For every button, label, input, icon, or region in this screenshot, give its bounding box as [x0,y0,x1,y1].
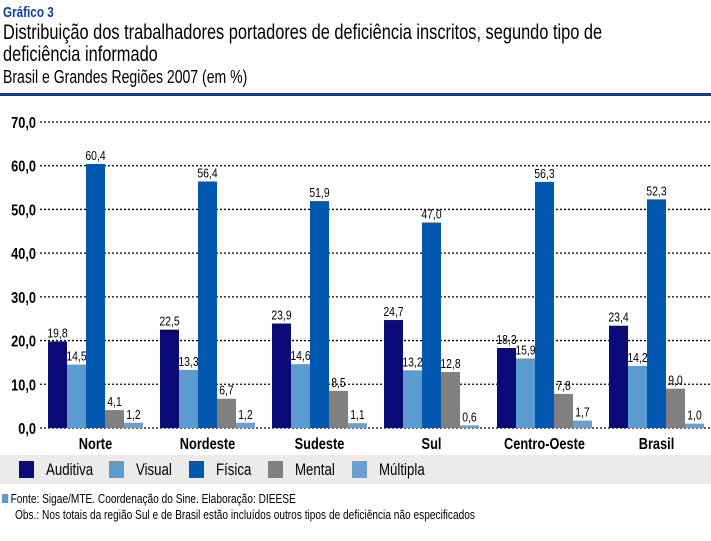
bar-visual [67,364,86,428]
legend: Auditiva Visual Física Mental Múltipla [0,455,711,484]
y-tick-label: 50,0 [11,202,36,220]
bar-chart: 0,0 10,0 20,0 30,0 40,0 50,0 60,0 70,0 19,8 14,5 6… [11,115,711,450]
data-label: 6,7 [219,384,233,398]
bar-auditiva [160,329,179,428]
data-label: 52,3 [646,184,667,198]
data-label: 60,4 [85,149,106,163]
legend-label: Múltipla [379,460,425,479]
data-label: 12,8 [440,357,461,371]
data-label: 56,4 [197,166,218,180]
y-tick-label: 60,0 [11,158,36,176]
bar-mental [105,410,124,428]
bar-auditiva [48,341,67,428]
x-tick-label: Norte [79,436,112,450]
x-tick-label: Nordeste [180,436,235,450]
bar-física [310,201,329,428]
data-label: 23,4 [608,311,629,325]
source-text: Fonte: Sigae/MTE. Coordenação do Sine. E… [10,491,296,506]
title-line-1: Distribuição dos trabalhadores portadore… [3,21,603,44]
data-label: 13,2 [402,355,422,369]
bar-múltipla [685,423,704,428]
chart-number-label: Gráfico 3 [3,4,54,21]
data-label: 14,2 [627,351,647,365]
bar-auditiva [384,320,403,428]
data-label: 13,3 [178,355,199,369]
bar-visual [291,364,310,428]
data-label: 14,5 [66,350,87,364]
data-label: 23,9 [271,308,291,322]
data-label: 1,7 [575,406,589,420]
y-tick-label: 70,0 [11,115,36,133]
bar-múltipla [348,423,367,428]
bar-mental [441,372,460,428]
bar-mental [554,393,573,428]
x-tick-label: Centro-Oeste [504,436,585,450]
legend-label: Física [216,460,252,479]
bar-mental [217,398,236,428]
bar-física [86,163,105,429]
x-tick-label: Sul [422,436,442,450]
bar-física [422,222,441,428]
data-label: 56,3 [534,167,555,181]
observation-note: Obs.: Nos totais da região Sul e de Bras… [15,507,475,522]
bar-auditiva [609,325,628,428]
bar-física [535,181,554,428]
data-label: 8,5 [331,376,346,390]
legend-label: Visual [136,460,172,479]
bar-visual [516,358,535,428]
data-label: 14,6 [290,349,311,363]
x-tick-label: Brasil [639,436,675,450]
title-line-2: deficiência informado [3,43,158,66]
y-tick-label: 30,0 [11,290,36,308]
y-tick-label: 40,0 [11,246,36,264]
x-tick-label: Sudeste [295,436,345,450]
data-label: 0,6 [462,410,477,424]
legend-label: Auditiva [46,460,94,479]
bar-auditiva [272,323,291,428]
legend-swatch [268,461,283,478]
data-label: 1,0 [687,409,702,423]
y-tick-label: 20,0 [11,333,36,351]
bar-mental [329,390,348,428]
bar-múltipla [236,422,255,428]
data-label: 9,0 [668,374,683,388]
data-label: 4,1 [107,395,121,409]
data-label: 22,5 [159,315,180,329]
y-tick-label: 10,0 [11,377,36,395]
bar-visual [628,365,647,428]
bar-física [198,181,217,428]
header-divider [0,93,711,96]
bar-visual [403,370,422,428]
bar-auditiva [497,348,516,428]
y-tick-label: 0,0 [18,421,36,439]
bar-múltipla [573,420,592,428]
source-note: Fonte: Sigae/MTE. Coordenação do Sine. E… [2,491,296,506]
data-label: 47,0 [421,207,442,221]
bar-mental [666,388,685,428]
legend-swatch [19,461,34,478]
bar-visual [179,369,198,428]
legend-label: Mental [295,460,335,479]
data-label: 15,9 [515,343,535,357]
legend-swatch [109,461,124,478]
data-label: 18,3 [496,333,517,347]
data-label: 1,1 [350,408,364,422]
data-label: 24,7 [383,305,403,319]
data-label: 7,8 [556,379,571,393]
chart-subtitle: Brasil e Grandes Regiões 2007 (em %) [3,67,248,87]
bar-múltipla [460,425,479,428]
bar-física [647,199,666,428]
data-label: 19,8 [47,326,68,340]
legend-swatch [352,461,367,478]
legend-swatch [189,461,204,478]
source-bullet-icon [2,494,9,503]
data-label: 51,9 [309,186,329,200]
data-label: 1,2 [238,408,252,422]
bar-múltipla [124,422,143,428]
chart-title: Distribuição dos trabalhadores portadore… [3,22,602,66]
data-label: 1,2 [126,408,140,422]
